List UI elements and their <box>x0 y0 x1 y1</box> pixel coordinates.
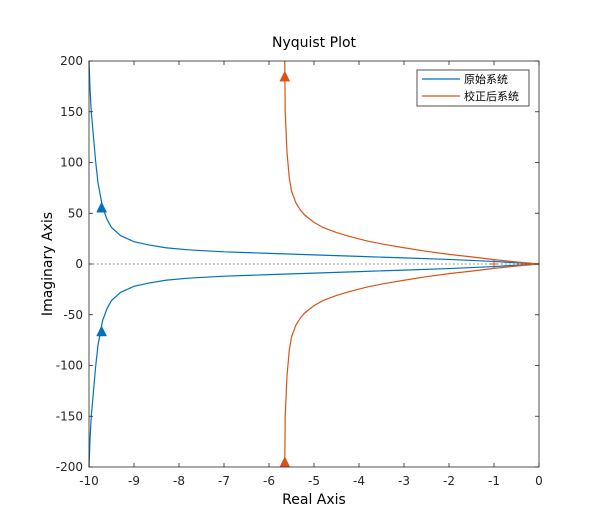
axes-box <box>88 60 540 468</box>
y-tick-label: -100 <box>56 359 83 373</box>
legend: 原始系统 校正后系统 <box>416 69 530 107</box>
series-2-upper-branch <box>284 60 540 265</box>
series-1-direction-arrow <box>96 325 108 337</box>
y-tick-label: -200 <box>56 460 83 474</box>
x-tick-label: -2 <box>443 474 455 488</box>
y-axis-label: Imaginary Axis <box>40 212 56 316</box>
legend-label-2: 校正后系统 <box>464 89 519 103</box>
legend-label-1: 原始系统 <box>464 72 508 86</box>
x-tick-label: -8 <box>173 474 185 488</box>
y-tick-label: -50 <box>63 308 83 322</box>
series-2-direction-arrow <box>279 70 291 82</box>
y-tick-label: 0 <box>75 257 83 271</box>
legend-box <box>416 69 530 107</box>
x-tick-label: -7 <box>218 474 230 488</box>
series-2-lower-branch <box>284 263 540 468</box>
series-1-direction-arrow <box>96 201 108 213</box>
x-tick-label: -6 <box>263 474 275 488</box>
x-tick-label: -10 <box>79 474 99 488</box>
y-tick-label: -150 <box>56 409 83 423</box>
x-tick-label: -3 <box>398 474 410 488</box>
x-tick-label: -5 <box>308 474 320 488</box>
x-tick-label: 0 <box>535 474 543 488</box>
y-tick-label: 50 <box>68 206 83 220</box>
x-axis-label: Real Axis <box>282 492 346 508</box>
chart-title: Nyquist Plot <box>272 35 357 51</box>
x-tick-label: -1 <box>488 474 500 488</box>
x-tick-label: -9 <box>128 474 140 488</box>
series-1-lower-branch <box>88 263 540 468</box>
series-1-upper-branch <box>88 60 540 265</box>
y-tick-label: 150 <box>60 105 83 119</box>
y-tick-label: 200 <box>60 54 83 68</box>
x-tick-label: -4 <box>353 474 365 488</box>
y-tick-label: 100 <box>60 156 83 170</box>
